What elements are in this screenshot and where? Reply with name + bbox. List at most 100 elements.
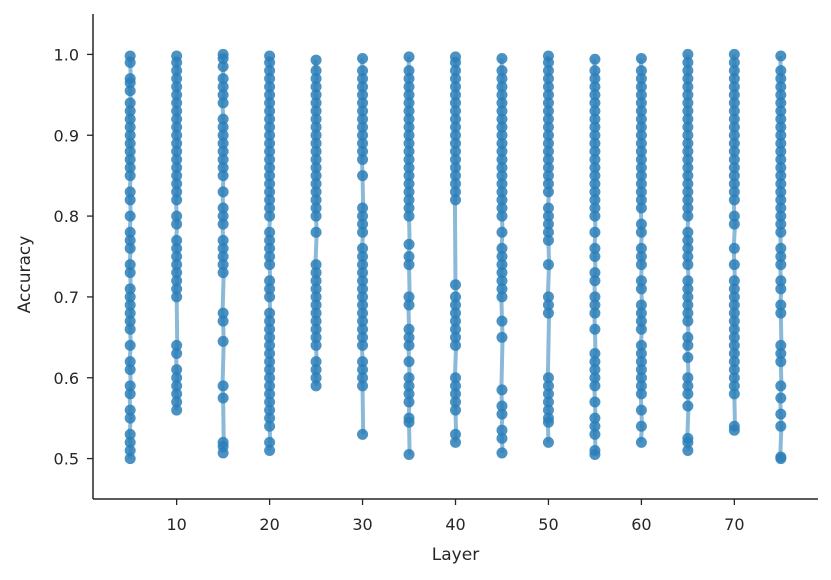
- data-point: [264, 170, 276, 182]
- data-point: [217, 61, 229, 73]
- data-point: [357, 226, 369, 238]
- data-point: [403, 339, 415, 351]
- data-point: [357, 202, 369, 214]
- data-point: [775, 121, 787, 133]
- data-point: [682, 178, 694, 190]
- data-point: [635, 178, 647, 190]
- data-point: [124, 445, 136, 456]
- data-point: [496, 170, 508, 182]
- data-point: [496, 400, 508, 412]
- data-point: [728, 424, 740, 436]
- data-point: [217, 145, 229, 157]
- data-point: [542, 170, 554, 182]
- data-point: [403, 137, 415, 149]
- data-point: [403, 238, 415, 250]
- data-point: [635, 202, 647, 214]
- data-point: [728, 388, 740, 400]
- data-point: [635, 65, 647, 77]
- x-tick-label: 30: [352, 515, 372, 534]
- data-point: [635, 81, 647, 93]
- data-point: [496, 275, 508, 287]
- data-point: [357, 81, 369, 93]
- data-point: [357, 137, 369, 149]
- data-point: [775, 145, 787, 157]
- data-point: [403, 251, 415, 262]
- data-point: [217, 137, 229, 149]
- data-point: [635, 162, 647, 174]
- data-point: [171, 89, 183, 101]
- data-point: [450, 291, 461, 303]
- data-point: [357, 242, 369, 254]
- data-point: [682, 154, 694, 165]
- data-point: [682, 299, 694, 311]
- data-point: [635, 113, 647, 125]
- data-point: [775, 178, 787, 190]
- data-point: [589, 356, 601, 368]
- data-point: [635, 226, 647, 238]
- data-point: [357, 154, 369, 165]
- x-axis-ticks: 10 20 30 40 50 60 70: [166, 499, 745, 534]
- data-point: [542, 291, 554, 303]
- data-point: [171, 81, 183, 93]
- data-point: [310, 372, 322, 384]
- data-point: [775, 97, 787, 109]
- data-point: [171, 73, 183, 85]
- data-point: [728, 97, 740, 109]
- data-point: [728, 364, 740, 376]
- data-point: [496, 259, 508, 271]
- data-point: [310, 299, 322, 311]
- data-point: [450, 65, 461, 77]
- data-point: [542, 162, 554, 174]
- data-point: [264, 331, 276, 343]
- data-point: [124, 242, 136, 254]
- data-point: [171, 291, 183, 303]
- data-point: [589, 186, 601, 198]
- data-point: [310, 54, 322, 66]
- data-point: [589, 267, 601, 279]
- data-point: [775, 81, 787, 93]
- data-point: [357, 364, 369, 376]
- data-point: [217, 52, 229, 64]
- data-point: [264, 97, 276, 109]
- data-point: [775, 408, 787, 420]
- data-point: [682, 226, 694, 238]
- data-point: [728, 129, 740, 141]
- data-point: [542, 404, 554, 416]
- data-point: [357, 52, 369, 64]
- data-point: [450, 145, 461, 157]
- data-point: [403, 145, 415, 157]
- data-point: [357, 145, 369, 157]
- data-point: [217, 113, 229, 125]
- data-point: [357, 73, 369, 85]
- data-point: [217, 81, 229, 93]
- data-point: [542, 89, 554, 101]
- data-point: [171, 65, 183, 77]
- data-point: [682, 65, 694, 77]
- data-point: [635, 404, 647, 416]
- data-point: [171, 388, 183, 400]
- y-tick-label: 0.6: [54, 369, 79, 388]
- data-point: [728, 170, 740, 182]
- data-point: [589, 81, 601, 93]
- data-point: [450, 97, 461, 109]
- data-point: [264, 210, 276, 222]
- data-point: [635, 315, 647, 327]
- data-point: [589, 178, 601, 190]
- data-point: [496, 97, 508, 109]
- data-point: [171, 372, 183, 384]
- data-point: [403, 259, 415, 271]
- data-point: [728, 380, 740, 392]
- data-point: [635, 299, 647, 311]
- data-point: [310, 129, 322, 141]
- data-point: [264, 436, 276, 448]
- data-point: [450, 331, 461, 343]
- data-point: [124, 105, 136, 117]
- data-point: [217, 251, 229, 262]
- data-point: [589, 242, 601, 254]
- data-point: [124, 77, 136, 89]
- data-point: [635, 323, 647, 335]
- data-point: [357, 129, 369, 141]
- data-point: [264, 396, 276, 408]
- data-point: [124, 210, 136, 222]
- data-point: [357, 210, 369, 222]
